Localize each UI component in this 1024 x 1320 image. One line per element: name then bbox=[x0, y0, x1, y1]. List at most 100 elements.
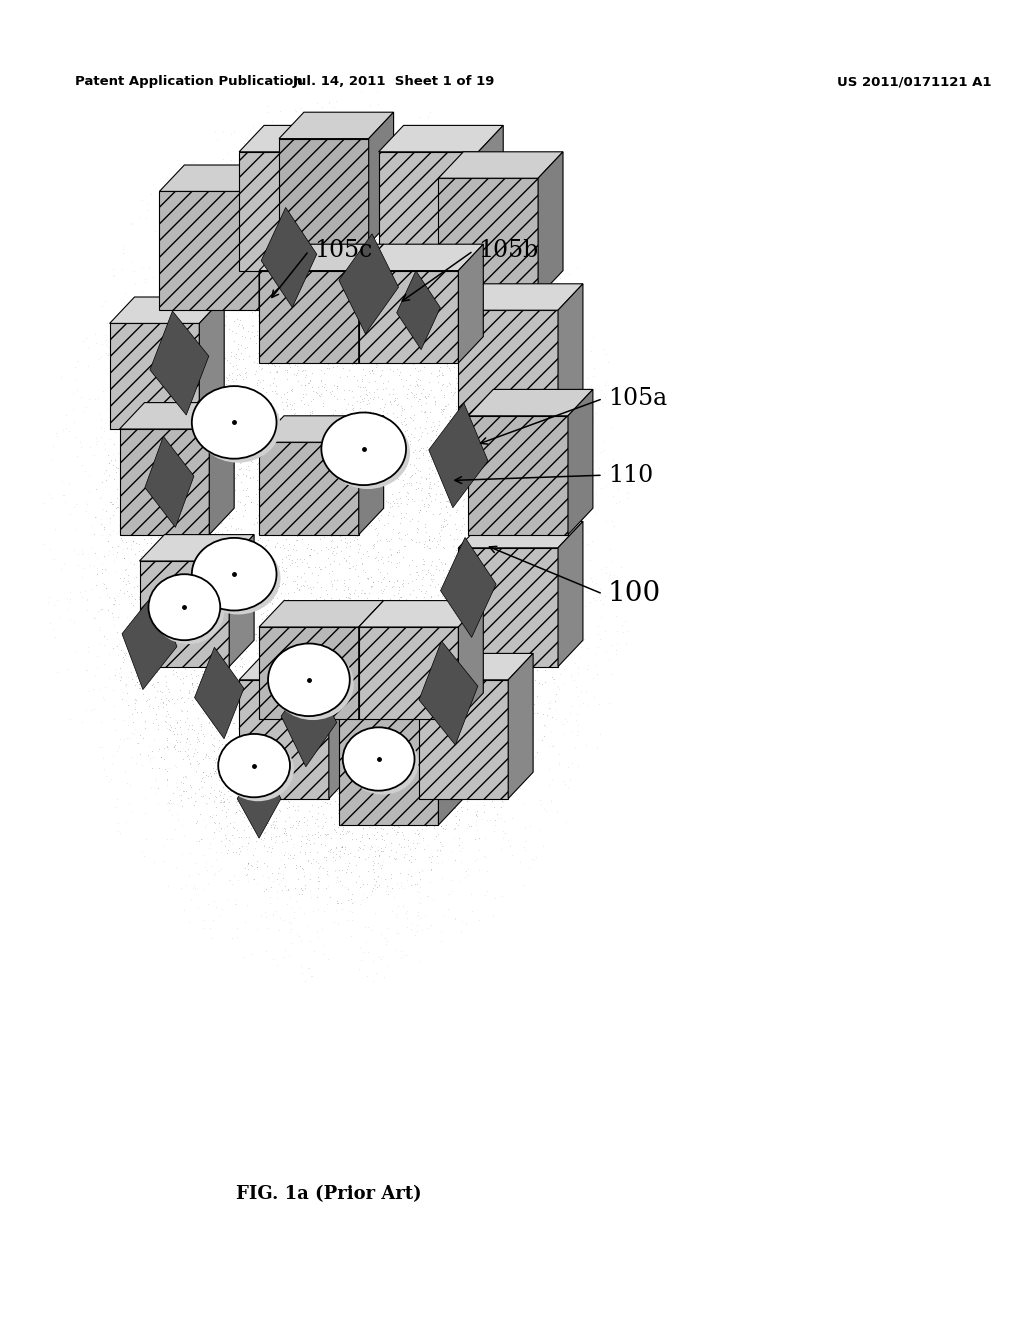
Point bbox=[188, 190, 205, 211]
Point bbox=[262, 502, 279, 523]
Point bbox=[174, 686, 190, 708]
Point bbox=[434, 612, 451, 634]
Point bbox=[511, 272, 527, 293]
Point bbox=[480, 161, 497, 182]
Point bbox=[247, 805, 263, 826]
Point bbox=[173, 595, 189, 616]
Point bbox=[278, 529, 294, 550]
Point bbox=[484, 403, 501, 424]
Point bbox=[503, 413, 519, 434]
Point bbox=[371, 281, 387, 302]
Point bbox=[340, 578, 356, 599]
Point bbox=[421, 342, 437, 363]
Point bbox=[352, 597, 369, 618]
Point bbox=[411, 248, 427, 269]
Point bbox=[222, 762, 239, 783]
Point bbox=[493, 727, 509, 748]
Point bbox=[530, 376, 547, 397]
Point bbox=[305, 661, 322, 682]
Point bbox=[446, 908, 463, 929]
Point bbox=[418, 418, 434, 440]
Point bbox=[325, 718, 341, 739]
Point bbox=[292, 627, 308, 648]
Point bbox=[569, 257, 586, 279]
Point bbox=[410, 801, 426, 822]
Point bbox=[432, 483, 449, 504]
Point bbox=[139, 322, 156, 343]
Point bbox=[513, 297, 529, 318]
Point bbox=[266, 403, 283, 424]
Point bbox=[378, 420, 394, 441]
Point bbox=[537, 364, 553, 385]
Point bbox=[271, 801, 288, 822]
Point bbox=[293, 878, 309, 899]
Point bbox=[246, 296, 262, 317]
Point bbox=[318, 678, 335, 700]
Point bbox=[529, 659, 546, 680]
Point bbox=[201, 265, 217, 286]
Point bbox=[166, 492, 182, 513]
Point bbox=[266, 783, 283, 804]
Point bbox=[329, 892, 345, 913]
Point bbox=[409, 189, 425, 210]
Point bbox=[375, 372, 391, 393]
Point bbox=[403, 273, 420, 294]
Point bbox=[340, 730, 356, 751]
Point bbox=[112, 523, 128, 544]
Point bbox=[442, 405, 459, 426]
Point bbox=[203, 725, 219, 746]
Point bbox=[322, 181, 338, 202]
Point bbox=[205, 341, 221, 362]
Point bbox=[450, 288, 466, 309]
Point bbox=[288, 708, 304, 729]
Point bbox=[124, 746, 140, 767]
Point bbox=[289, 404, 305, 425]
Point bbox=[336, 747, 352, 768]
Point bbox=[114, 364, 130, 385]
Point bbox=[419, 304, 435, 325]
Point bbox=[129, 701, 145, 722]
Point bbox=[331, 553, 347, 574]
Point bbox=[382, 620, 398, 642]
Point bbox=[496, 661, 512, 682]
Point bbox=[531, 672, 548, 693]
Point bbox=[219, 519, 236, 540]
Point bbox=[105, 593, 122, 614]
Point bbox=[264, 682, 281, 704]
Point bbox=[473, 341, 489, 362]
Point bbox=[485, 713, 502, 734]
Point bbox=[501, 462, 517, 483]
Point bbox=[181, 475, 198, 496]
Point bbox=[606, 564, 623, 585]
Point bbox=[412, 388, 428, 409]
Point bbox=[237, 549, 253, 570]
Point bbox=[286, 845, 302, 866]
Point bbox=[500, 372, 516, 393]
Point bbox=[352, 455, 369, 477]
Point bbox=[517, 657, 534, 678]
Point bbox=[353, 548, 370, 569]
Point bbox=[270, 284, 287, 305]
Point bbox=[381, 845, 397, 866]
Point bbox=[175, 420, 191, 441]
Point bbox=[301, 605, 317, 626]
Point bbox=[392, 862, 409, 883]
Point bbox=[243, 854, 259, 875]
Point bbox=[406, 195, 422, 216]
Point bbox=[529, 614, 546, 635]
Point bbox=[393, 219, 410, 240]
Point bbox=[246, 536, 262, 557]
Point bbox=[498, 463, 514, 484]
Point bbox=[367, 875, 383, 896]
Point bbox=[526, 313, 543, 334]
Point bbox=[308, 160, 325, 181]
Point bbox=[201, 255, 217, 276]
Point bbox=[335, 240, 351, 261]
Point bbox=[252, 680, 268, 701]
Point bbox=[389, 422, 406, 444]
Point bbox=[443, 869, 460, 890]
Point bbox=[454, 800, 470, 821]
Point bbox=[238, 775, 254, 796]
Point bbox=[222, 612, 239, 634]
Point bbox=[449, 705, 465, 726]
